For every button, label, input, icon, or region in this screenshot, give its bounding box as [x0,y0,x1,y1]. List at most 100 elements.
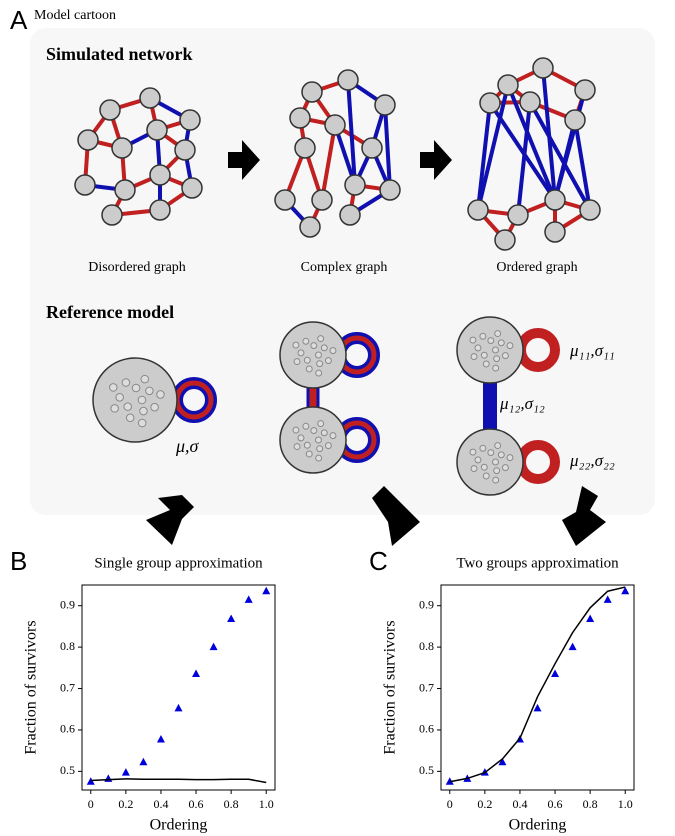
sub-node [492,476,500,484]
sub-node [494,330,502,338]
node [544,221,566,243]
sub-node [324,357,332,365]
y-tick-label: 0.9 [60,597,75,611]
node [181,177,203,199]
sub-node [317,420,325,428]
sub-node [297,349,305,357]
sub-node [480,351,488,359]
node [519,91,541,113]
node [337,69,359,91]
sub-node [315,454,323,462]
triangle-marker [533,703,542,712]
sub-node [501,464,509,472]
group [279,321,347,389]
node [564,109,586,131]
node [99,99,121,121]
triangle-marker [568,642,577,651]
sub-node [492,364,500,372]
sub-node [314,436,322,444]
param-label: μ₁₁,σ₁₁ [569,341,615,360]
x-tick-label: 0.4 [153,797,168,811]
y-tick-label: 0.5 [419,763,434,777]
node [174,139,196,161]
node [111,137,133,159]
sub-node [292,426,300,434]
sub-node [482,472,490,480]
triangle-marker [156,734,165,743]
x-tick-label: 0.8 [583,797,598,811]
sub-node [293,443,301,451]
x-tick-label: 0.6 [189,797,204,811]
node [507,204,529,226]
y-tick-label: 0.7 [419,680,434,694]
sub-node [493,467,501,475]
triangle-marker [262,586,271,595]
sub-node [329,347,337,355]
x-axis-label: Ordering [150,817,208,834]
node [579,199,601,221]
edge [553,89,587,201]
sub-node [293,358,301,366]
arrows [146,140,606,546]
node [574,79,596,101]
sub-node [324,442,332,450]
node [311,189,333,211]
sub-node [487,337,495,345]
sub-node [320,344,328,352]
heading: Simulated network [46,44,193,64]
caption: Model cartoon [34,8,116,23]
node [324,114,346,136]
sub-node [470,465,478,473]
node [101,204,123,226]
sub-node [317,335,325,343]
x-tick-label: 1.0 [259,797,274,811]
edge [320,124,337,201]
panel-letter: C [369,546,388,576]
panel-letter: A [10,5,28,35]
sub-node [470,353,478,361]
sub-node [139,406,148,416]
sub-node [305,365,313,373]
node [494,229,516,251]
node [532,57,554,79]
param-label: μ,σ [175,436,200,456]
sub-node [469,336,477,344]
graph-label: Complex graph [301,260,388,275]
edge [476,84,510,211]
triangle-marker [586,614,595,622]
sub-node [303,356,311,364]
triangle-marker [121,768,130,776]
x-axis-label: Ordering [509,817,567,834]
sub-node [487,449,495,457]
sub-node [501,352,509,360]
sub-node [302,337,310,345]
sub-node [480,463,488,471]
node [149,199,171,221]
y-tick-label: 0.6 [419,722,434,736]
y-axis-label: Fraction of survivors [382,620,399,754]
edge [516,101,532,216]
sub-node [310,427,318,435]
sub-node [316,360,324,368]
sub-node [292,341,300,349]
node [74,174,96,196]
sub-node [121,378,131,387]
node [139,87,161,109]
plot-frame [81,584,276,791]
sub-node [479,332,487,340]
node [114,179,136,201]
edge [506,84,557,201]
link [483,375,497,435]
sub-node [315,369,323,377]
sub-node [469,448,477,456]
node [146,119,168,141]
sub-node [497,339,505,347]
node [77,129,99,151]
x-tick-label: 0.2 [118,797,133,811]
sub-node [491,346,499,354]
x-tick-label: 0 [88,797,94,811]
group [92,357,178,443]
y-axis-label: Fraction of survivors [23,620,40,754]
group [456,316,524,384]
